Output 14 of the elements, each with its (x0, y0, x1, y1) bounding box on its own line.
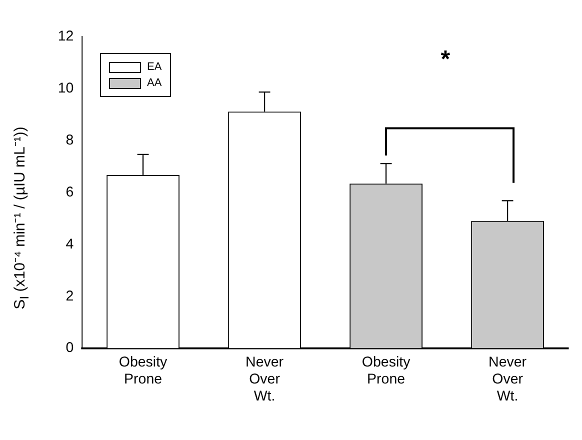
y-tick-label: 6 (66, 184, 74, 200)
annotation: * (440, 46, 450, 74)
y-tick-label: 4 (66, 236, 74, 252)
legend-label: AA (147, 77, 162, 89)
y-tick-label: 2 (66, 288, 74, 304)
x-tick-label: Obesity Prone (118, 354, 168, 388)
y-tick-label: 8 (66, 132, 74, 148)
y-tick-label: 10 (58, 80, 74, 96)
legend-label: EA (147, 61, 162, 73)
x-tick-label: Never Over Wt. (488, 354, 527, 405)
x-tick-label: Obesity Prone (362, 354, 412, 388)
y-tick-label: 12 (58, 28, 74, 44)
y-tick-label: 0 (66, 340, 74, 356)
x-tick-label: Never Over Wt. (246, 354, 284, 405)
